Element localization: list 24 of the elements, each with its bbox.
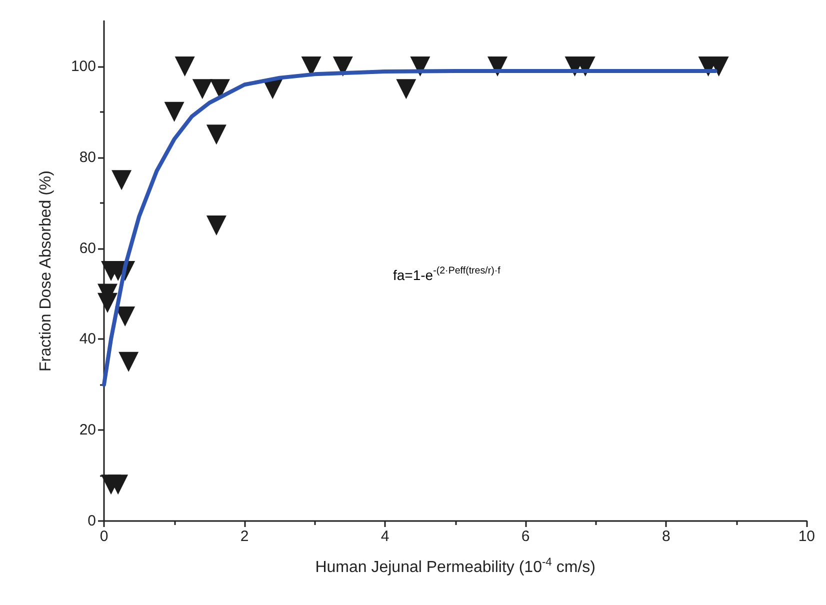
point <box>118 352 139 372</box>
point <box>206 216 226 236</box>
point <box>396 79 416 100</box>
y-tick-label: 0 <box>88 512 96 530</box>
point <box>108 474 128 495</box>
y-tick-label: 80 <box>79 148 96 166</box>
x-tick-label: 10 <box>798 528 815 545</box>
y-axis-title: Fraction Dose Absorbed (%) <box>38 170 54 372</box>
x-tick-label: 2 <box>240 528 249 545</box>
point <box>206 124 226 145</box>
point <box>164 102 184 122</box>
point <box>332 56 353 76</box>
x-tick-label: 0 <box>100 528 108 545</box>
y-tick-label: 20 <box>79 422 96 439</box>
x-tick-label: 8 <box>662 528 670 545</box>
y-tick-label: 40 <box>79 330 96 348</box>
point <box>112 170 132 190</box>
point <box>174 56 195 76</box>
x-tick-label: 6 <box>521 528 530 545</box>
point <box>192 79 212 100</box>
y-tick-label: 60 <box>79 240 96 257</box>
point <box>115 306 136 326</box>
x-tick-label: 4 <box>380 528 390 545</box>
y-tick-label: 100 <box>70 58 96 75</box>
